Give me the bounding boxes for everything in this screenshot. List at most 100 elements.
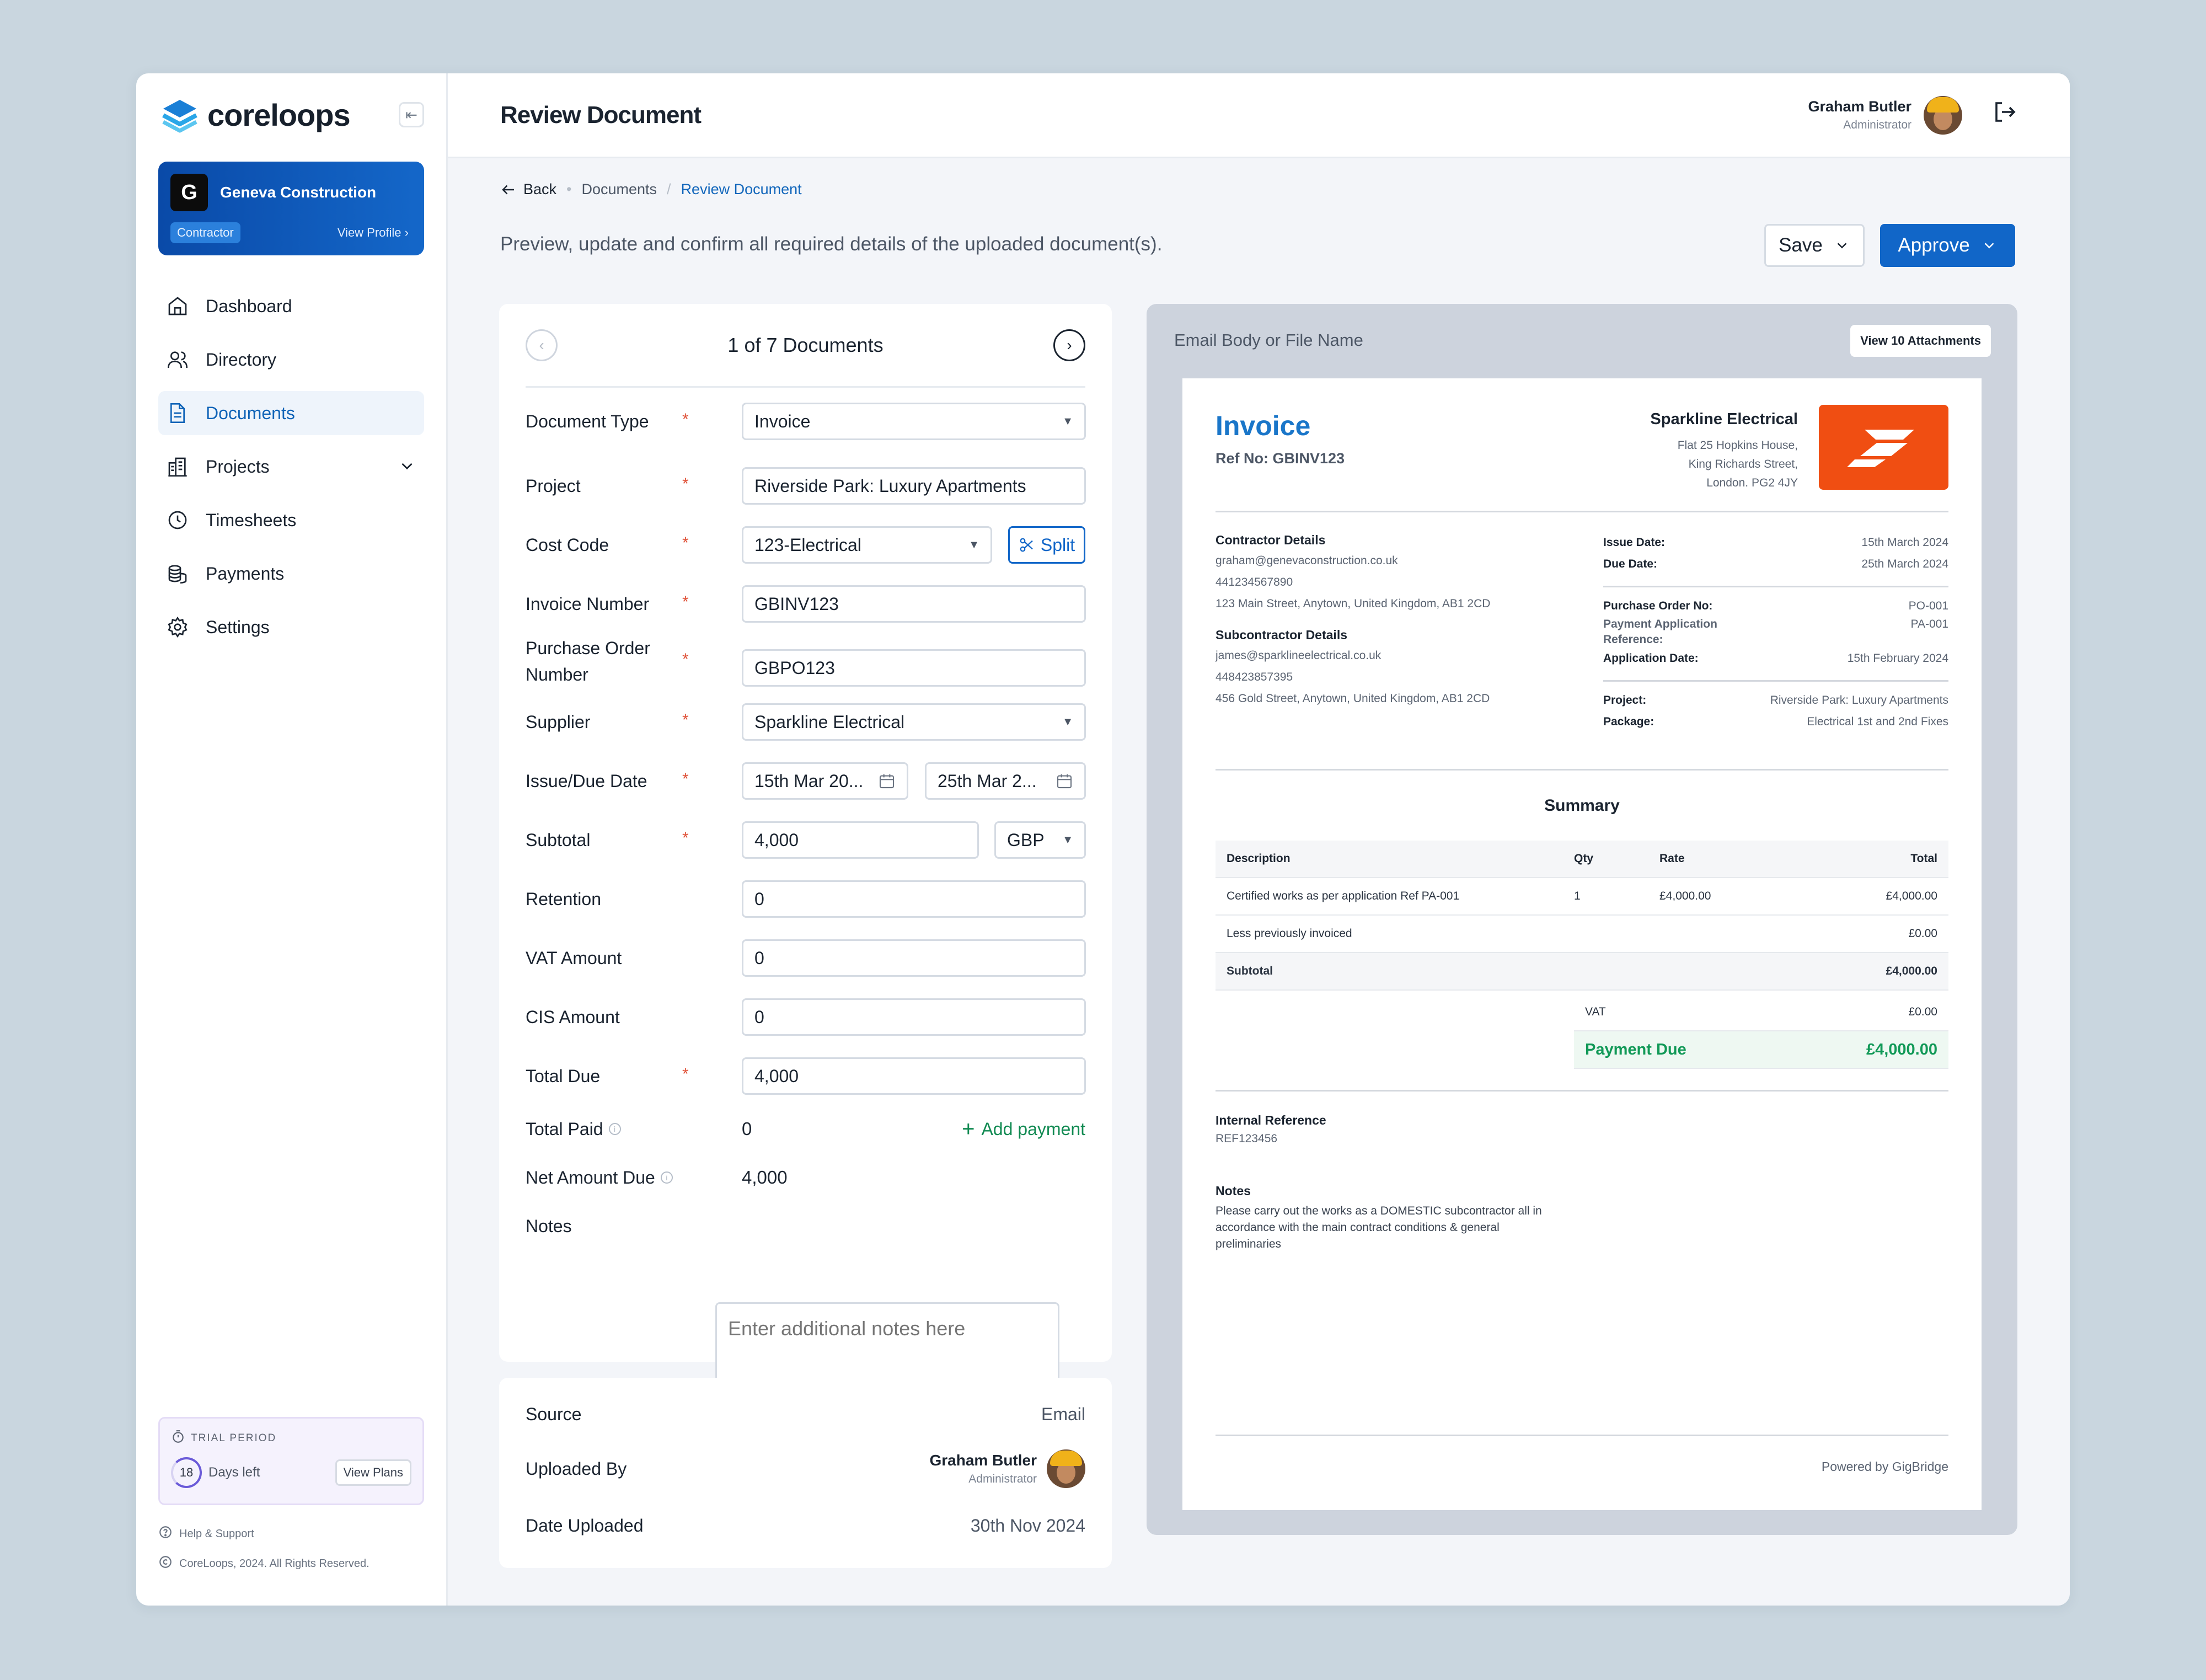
field-cis: CIS Amount 0 bbox=[526, 998, 1086, 1036]
sidebar-item-label: Payments bbox=[206, 563, 285, 584]
main-area: Review Document Graham Butler Administra… bbox=[448, 73, 2070, 1606]
sidebar-item-dashboard[interactable]: Dashboard bbox=[158, 284, 424, 328]
chevron-left-icon: ‹ bbox=[539, 336, 544, 354]
vat-value: £0.00 bbox=[1908, 1005, 1937, 1018]
chevron-down-icon bbox=[1984, 243, 1994, 249]
field-label: Cost Code bbox=[526, 535, 609, 555]
avatar[interactable] bbox=[1924, 95, 1962, 135]
approve-button[interactable]: Approve bbox=[1880, 224, 2015, 267]
stopwatch-icon bbox=[171, 1430, 185, 1447]
cis-input[interactable]: 0 bbox=[742, 998, 1086, 1036]
field-total-due: Total Due * 4,000 bbox=[526, 1057, 1086, 1095]
subcontractor-heading: Subcontractor Details bbox=[1216, 628, 1347, 642]
meta-date-uploaded: Date Uploaded 30th Nov 2024 bbox=[526, 1516, 1085, 1536]
clock-icon bbox=[165, 507, 190, 533]
info-icon[interactable]: i bbox=[660, 1171, 673, 1184]
invoice-number-input[interactable]: GBINV123 bbox=[742, 585, 1086, 623]
sidebar-item-timesheets[interactable]: Timesheets bbox=[158, 498, 424, 542]
subtotal-input[interactable]: 4,000 bbox=[742, 821, 979, 859]
org-card[interactable]: G Geneva Construction Contractor View Pr… bbox=[158, 162, 424, 255]
view-attachments-button[interactable]: View 10 Attachments bbox=[1850, 325, 1991, 357]
total-due-input[interactable]: 4,000 bbox=[742, 1057, 1086, 1095]
next-document-button[interactable]: › bbox=[1053, 329, 1085, 361]
cost-code-select[interactable]: 123-Electrical ▼ bbox=[742, 526, 992, 564]
split-label: Split bbox=[1040, 534, 1075, 555]
view-profile-link[interactable]: View Profile › bbox=[337, 226, 409, 239]
save-label: Save bbox=[1779, 234, 1823, 256]
chevron-down-icon[interactable] bbox=[398, 457, 416, 480]
field-label: CIS Amount bbox=[526, 1007, 620, 1027]
input-value: 0 bbox=[754, 889, 764, 909]
supplier-address-line: Flat 25 Hopkins House, bbox=[1677, 439, 1798, 452]
field-po-number: Purchase Order Number * GBPO123 bbox=[526, 635, 1086, 688]
logout-icon[interactable] bbox=[1991, 99, 2017, 131]
select-value: 123-Electrical bbox=[754, 534, 861, 555]
breadcrumb: Back • Documents / Review Document bbox=[500, 181, 802, 198]
due-date-input[interactable]: 25th Mar 2... bbox=[925, 762, 1086, 800]
retention-input[interactable]: 0 bbox=[742, 880, 1086, 918]
issue-date-input[interactable]: 15th Mar 20... bbox=[742, 762, 908, 800]
table-cell: £4,000.00 bbox=[1886, 890, 1937, 902]
brand-logo[interactable]: coreloops bbox=[160, 97, 351, 133]
copyright: CoreLoops, 2024. All Rights Reserved. bbox=[158, 1555, 370, 1572]
user-menu[interactable]: Graham Butler Administrator bbox=[1808, 95, 1962, 135]
sidebar-item-projects[interactable]: Projects bbox=[158, 445, 424, 489]
info-icon[interactable]: i bbox=[608, 1123, 621, 1135]
meta-source: Source Email bbox=[526, 1404, 1085, 1425]
package-row: Package: Electrical 1st and 2nd Fixes bbox=[1603, 715, 1948, 728]
document-pager: ‹ 1 of 7 Documents › bbox=[526, 304, 1085, 388]
sidebar: coreloops ⇤ G Geneva Construction Contra… bbox=[136, 73, 448, 1606]
trial-panel: TRIAL PERIOD 18 Days left View Plans bbox=[158, 1417, 424, 1505]
collapse-sidebar-button[interactable]: ⇤ bbox=[399, 102, 424, 127]
sidebar-item-settings[interactable]: Settings bbox=[158, 605, 424, 649]
breadcrumb-documents[interactable]: Documents bbox=[581, 181, 657, 197]
app-date-row: Application Date: 15th February 2024 bbox=[1603, 652, 1948, 665]
issue-date-row: Issue Date: 15th March 2024 bbox=[1603, 536, 1948, 549]
back-link[interactable]: Back bbox=[500, 181, 556, 198]
payment-due-value: £4,000.00 bbox=[1866, 1040, 1937, 1058]
breadcrumb-current: Review Document bbox=[681, 181, 802, 197]
help-support-link[interactable]: Help & Support bbox=[158, 1525, 254, 1543]
coins-icon bbox=[165, 561, 190, 586]
field-net-due: Net Amount Due i 4,000 bbox=[526, 1164, 1085, 1191]
currency-select[interactable]: GBP ▼ bbox=[994, 821, 1086, 859]
arrow-left-icon bbox=[502, 185, 514, 194]
page-title: Review Document bbox=[500, 101, 702, 129]
notes-heading: Notes bbox=[1216, 1184, 1251, 1198]
net-due-value: 4,000 bbox=[742, 1167, 788, 1187]
add-payment-button[interactable]: + Add payment bbox=[962, 1117, 1085, 1142]
select-value: Sparkline Electrical bbox=[754, 711, 905, 732]
project-row: Project: Riverside Park: Luxury Apartment… bbox=[1603, 694, 1948, 707]
sidebar-item-directory[interactable]: Directory bbox=[158, 338, 424, 382]
sidebar-item-label: Projects bbox=[206, 456, 270, 477]
sidebar-item-payments[interactable]: Payments bbox=[158, 552, 424, 596]
table-row: Certified works as per application Ref P… bbox=[1216, 878, 1948, 916]
document-notes: Notes Please carry out the works as a DO… bbox=[1216, 1184, 1602, 1253]
caret-down-icon: ▼ bbox=[1062, 715, 1073, 728]
copyright-text: CoreLoops, 2024. All Rights Reserved. bbox=[179, 1557, 370, 1570]
document-type-select[interactable]: Invoice ▼ bbox=[742, 403, 1086, 440]
vat-input[interactable]: 0 bbox=[742, 939, 1086, 977]
po-number-input[interactable]: GBPO123 bbox=[742, 649, 1086, 687]
app-window: coreloops ⇤ G Geneva Construction Contra… bbox=[136, 73, 2070, 1606]
project-input[interactable]: Riverside Park: Luxury Apartments bbox=[742, 467, 1086, 505]
lightning-logo-icon bbox=[1846, 430, 1914, 467]
total-paid-value: 0 bbox=[742, 1119, 752, 1139]
field-document-type: Document Type * Invoice ▼ bbox=[526, 403, 1086, 440]
invoice-title: Invoice bbox=[1216, 410, 1311, 441]
save-button[interactable]: Save bbox=[1764, 224, 1865, 267]
split-button[interactable]: Split bbox=[1008, 526, 1085, 564]
breadcrumb-dot: • bbox=[566, 181, 572, 197]
field-label: Invoice Number bbox=[526, 594, 650, 614]
supplier-select[interactable]: Sparkline Electrical ▼ bbox=[742, 703, 1086, 741]
select-value: Invoice bbox=[754, 411, 811, 431]
prev-document-button[interactable]: ‹ bbox=[526, 329, 558, 361]
sidebar-item-documents[interactable]: Documents bbox=[158, 391, 424, 435]
field-supplier: Supplier * Sparkline Electrical ▼ bbox=[526, 703, 1086, 741]
field-label: Project bbox=[526, 476, 581, 496]
internal-ref-heading: Internal Reference bbox=[1216, 1113, 1326, 1127]
users-icon bbox=[165, 347, 190, 372]
view-plans-button[interactable]: View Plans bbox=[335, 1459, 411, 1486]
field-notes: Notes bbox=[526, 1213, 1085, 1239]
field-total-paid: Total Paid i 0 + Add payment bbox=[526, 1116, 1085, 1142]
